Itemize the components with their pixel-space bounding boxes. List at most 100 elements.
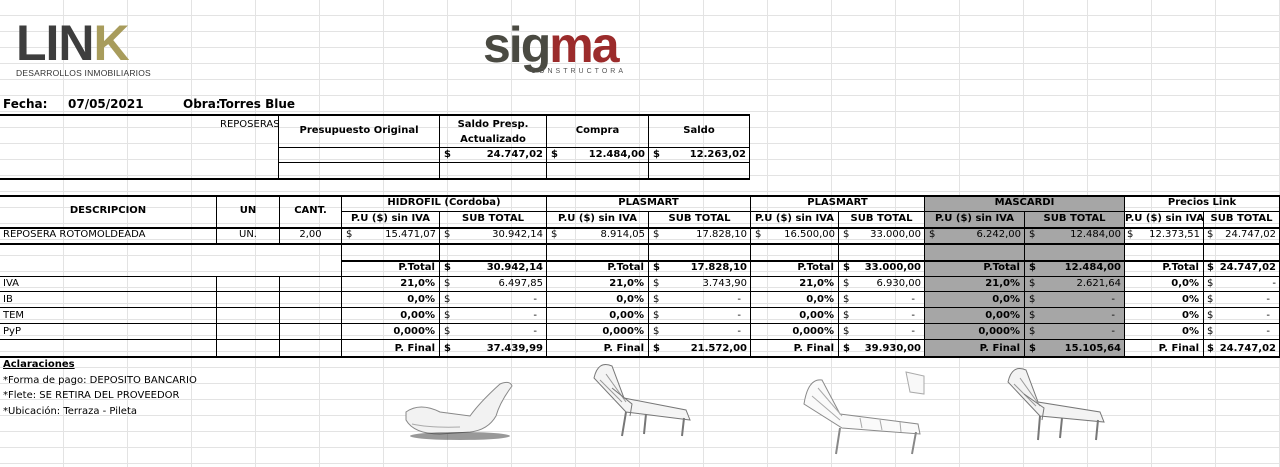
ib-hidrofil-value: - [533,294,537,305]
pyp-plasmart-1-value: - [737,326,741,337]
pfinal-mascardi-label: P. Final [979,343,1020,354]
ptotal-plasmart-1-label: P.Total [607,262,644,273]
hdr-saldo: Saldo [683,125,715,136]
iva-hidrofil-pct: 21,0% [400,278,435,289]
hdr-compra: Compra [575,125,620,136]
pu-hidrofil: 15.471,07 [385,229,436,240]
pfinal-link-currency: $ [1207,343,1214,354]
vendor-plasmart-2: PLASMART [807,197,868,208]
pyp-plasmart-2-currency: $ [843,326,850,337]
iva-plasmart-2-value: 6.930,00 [876,278,921,289]
tem-plasmart-2-currency: $ [843,310,850,321]
saldo-presp-value: 24.747,02 [486,149,543,160]
row-label-iva: IVA [3,278,19,289]
row-un: UN. [239,229,257,240]
hdr-presupuesto: Presupuesto Original [299,125,419,136]
tem-plasmart-2-pct: 0,00% [799,310,834,321]
ib-plasmart-2-pct: 0,0% [806,294,834,305]
iva-link-pct: 0,0% [1171,278,1199,289]
iva-plasmart-1-pct: 21,0% [609,278,644,289]
ib-link-currency: $ [1207,294,1214,305]
row-label-pyp: PyP [3,326,21,337]
iva-mascardi-value: 2.621,64 [1076,278,1121,289]
ib-plasmart-2-value: - [911,294,915,305]
col-descripcion: DESCRIPCION [69,205,147,216]
iva-link-value: - [1272,278,1276,289]
saldo-value: 12.263,02 [689,149,746,160]
pyp-link-pct: 0% [1182,326,1199,337]
sub-hidrofil: 30.942,14 [492,229,543,240]
ib-mascardi-currency: $ [1029,294,1036,305]
tem-hidrofil-currency: $ [444,310,451,321]
vendor-mascardi: MASCARDI [994,197,1055,208]
sub-header: SUB TOTAL [850,213,913,224]
ib-hidrofil-currency: $ [444,294,451,305]
tem-link-pct: 0% [1182,310,1199,321]
sub-mascardi: 12.484,00 [1070,229,1121,240]
pfinal-mascardi-currency: $ [1029,343,1036,354]
ptotal-hidrofil-label: P.Total [398,262,435,273]
tem-link-currency: $ [1207,310,1214,321]
ptotal-mascardi-value: 12.484,00 [1064,262,1121,273]
tem-mascardi-currency: $ [1029,310,1036,321]
iva-plasmart-1-currency: $ [653,278,660,289]
pfinal-link-label: P. Final [1158,343,1199,354]
ptotal-plasmart-1-currency: $ [653,262,660,273]
iva-plasmart-2-pct: 21,0% [799,278,834,289]
pu-header: P.U ($) sin IVA [755,213,834,224]
ptotal-plasmart-2-label: P.Total [797,262,834,273]
ptotal-link-label: P.Total [1162,262,1199,273]
ib-plasmart-2-currency: $ [843,294,850,305]
pfinal-hidrofil-value: 37.439,99 [486,343,543,354]
pfinal-plasmart-1-value: 21.572,00 [690,343,747,354]
sub-link: 24.747,02 [1225,229,1276,240]
ib-plasmart-1-pct: 0,0% [616,294,644,305]
compra-value: 12.484,00 [588,149,645,160]
pfinal-link-value: 24.747,02 [1219,343,1276,354]
pu-link: 12.373,51 [1149,229,1200,240]
pfinal-plasmart-1-label: P. Final [603,343,644,354]
iva-mascardi-pct: 21,0% [985,278,1020,289]
pyp-mascardi-currency: $ [1029,326,1036,337]
pyp-plasmart-2-pct: 0,000% [792,326,834,337]
ptotal-link-currency: $ [1207,262,1214,273]
lounger-plasmart2-icon [803,371,925,455]
sub-plasmart-1: 17.828,10 [696,229,747,240]
pyp-hidrofil-value: - [533,326,537,337]
tem-hidrofil-value: - [533,310,537,321]
table-top-border [0,195,1280,197]
ptotal-link-value: 24.747,02 [1219,262,1276,273]
ib-plasmart-1-value: - [737,294,741,305]
pyp-link-value: - [1266,326,1270,337]
pfinal-plasmart-2-label: P. Final [793,343,834,354]
vendor-precios-link: Precios Link [1167,197,1237,208]
aclaracion-pago: *Forma de pago: DEPOSITO BANCARIO [3,375,197,386]
ib-link-pct: 0% [1182,294,1199,305]
pfinal-mascardi-value: 15.105,64 [1064,343,1121,354]
aclaracion-flete: *Flete: SE RETIRA DEL PROVEEDOR [3,390,180,401]
tem-mascardi-pct: 0,00% [985,310,1020,321]
col-un: UN [239,205,257,216]
row-label-ib: IB [3,294,13,305]
pu-header: P.U ($) sin IVA [935,213,1014,224]
lounger-plasmart-icon [593,364,691,437]
vendor-hidrofil: HIDROFIL (Cordoba) [387,197,501,208]
ib-mascardi-value: - [1111,294,1115,305]
tem-mascardi-value: - [1111,310,1115,321]
ib-plasmart-1-currency: $ [653,294,660,305]
summary-item: REPOSERAS [220,119,280,130]
tem-plasmart-1-pct: 0,00% [609,310,644,321]
iva-hidrofil-value: 6.497,85 [498,278,543,289]
obra-label: Obra: [183,97,221,111]
pyp-hidrofil-currency: $ [444,326,451,337]
pfinal-hidrofil-label: P. Final [394,343,435,354]
ptotal-hidrofil-value: 30.942,14 [486,262,543,273]
ib-mascardi-pct: 0,0% [992,294,1020,305]
pyp-mascardi-pct: 0,000% [978,326,1020,337]
pfinal-plasmart-2-value: 39.930,00 [864,343,921,354]
tem-hidrofil-pct: 0,00% [400,310,435,321]
sub-header: SUB TOTAL [1210,213,1273,224]
tem-plasmart-1-currency: $ [653,310,660,321]
ptotal-plasmart-1-value: 17.828,10 [690,262,747,273]
pyp-hidrofil-pct: 0,000% [393,326,435,337]
